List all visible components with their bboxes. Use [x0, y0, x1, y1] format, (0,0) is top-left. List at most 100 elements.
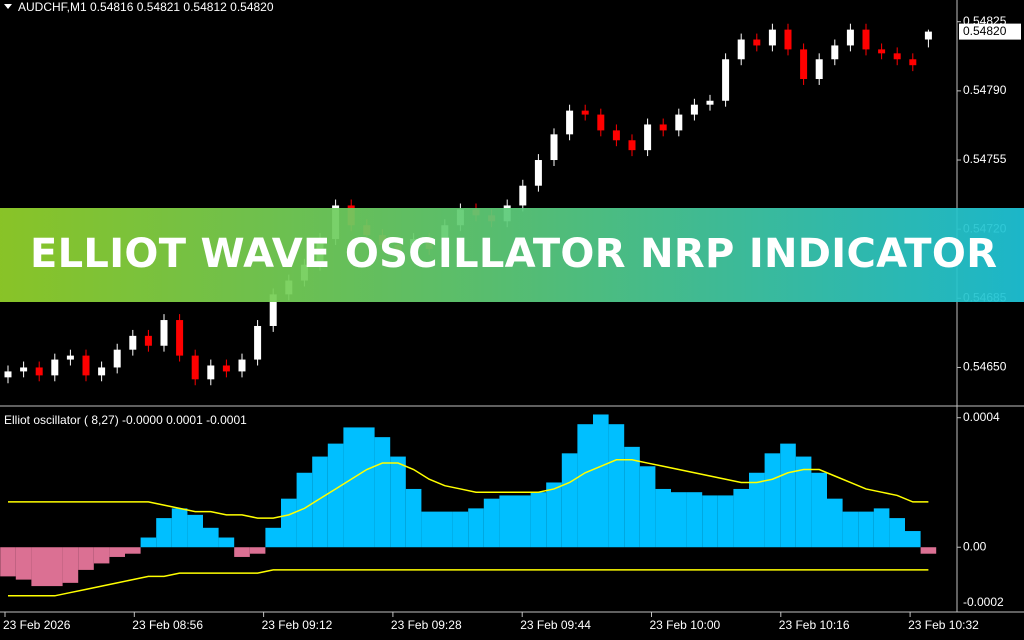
histogram-bar	[702, 495, 718, 548]
candle-body	[129, 335, 137, 350]
histogram-bar	[234, 547, 250, 557]
x-tick-label: 23 Feb 10:00	[650, 618, 721, 632]
candle-body	[846, 29, 854, 46]
candle-body	[722, 59, 730, 101]
indicator-title: Elliot oscillator ( 8,27) -0.0000 0.0001…	[4, 413, 247, 427]
histogram-bar	[390, 456, 406, 548]
histogram-bar	[421, 511, 437, 548]
candle-body	[659, 124, 667, 131]
candle-body	[815, 59, 823, 80]
candle-body	[113, 349, 121, 368]
y-tick-label: 0.0004	[963, 410, 1000, 424]
histogram-bar	[686, 492, 703, 548]
candle-body	[82, 355, 90, 376]
candle-body	[51, 359, 59, 376]
x-tick-label: 23 Feb 2026	[3, 618, 71, 632]
histogram-bar	[827, 498, 843, 548]
histogram-bar	[858, 511, 874, 548]
candle-body	[254, 325, 262, 360]
histogram-bar	[187, 514, 203, 548]
candle-body	[878, 49, 886, 54]
histogram-bar	[93, 547, 110, 564]
menu-arrow	[4, 4, 12, 9]
candle-body	[800, 49, 808, 80]
candle-body	[597, 114, 605, 131]
candle-body	[534, 160, 542, 186]
histogram-bar	[717, 495, 734, 548]
histogram-bar	[125, 547, 141, 554]
candle-body	[20, 367, 28, 372]
candle-body	[191, 355, 199, 380]
histogram-bar	[499, 495, 515, 548]
candle-body	[566, 110, 574, 135]
histogram-bar	[764, 453, 781, 548]
histogram-bar	[296, 472, 313, 548]
candle-body	[784, 29, 792, 50]
histogram-bar	[218, 537, 235, 548]
y-tick-label: -0.0002	[963, 595, 1004, 609]
histogram-bar	[156, 518, 172, 548]
histogram-bar	[452, 511, 469, 548]
histogram-bar	[203, 527, 219, 548]
histogram-bar	[795, 456, 812, 548]
histogram-bar	[873, 508, 890, 548]
last-price-tag	[959, 23, 1021, 40]
histogram-bar	[905, 531, 921, 548]
histogram-bar	[249, 547, 266, 554]
candle-body	[612, 130, 620, 141]
candle-body	[706, 100, 714, 105]
x-tick-label: 23 Feb 09:44	[520, 618, 591, 632]
histogram-bar	[811, 472, 827, 548]
histogram-bar	[265, 527, 281, 548]
histogram-bar	[577, 424, 593, 548]
x-tick-label: 23 Feb 09:28	[391, 618, 462, 632]
histogram-bar	[593, 414, 609, 548]
histogram-bar	[78, 547, 94, 570]
histogram-bar	[31, 547, 47, 587]
banner-title: ELLIOT WAVE OSCILLATOR NRP INDICATOR	[30, 231, 998, 277]
candle-body	[753, 39, 761, 46]
histogram-bar	[343, 427, 359, 548]
histogram-bar	[437, 511, 453, 548]
histogram-bar	[842, 511, 859, 548]
histogram-bar	[0, 547, 16, 577]
candle-body	[768, 29, 776, 46]
candle-body	[238, 359, 246, 372]
candle-body	[628, 140, 636, 151]
histogram-bar	[171, 508, 188, 548]
candle-body	[644, 124, 652, 151]
histogram-bar	[359, 427, 375, 548]
candle-body	[222, 365, 230, 372]
x-tick-label: 23 Feb 08:56	[132, 618, 203, 632]
y-tick-label: 0.54650	[963, 360, 1007, 374]
y-tick-label: 0.54790	[963, 83, 1007, 97]
banner	[0, 208, 1024, 302]
candle-body	[690, 104, 698, 115]
candle-body	[160, 320, 168, 346]
histogram-bar	[780, 443, 796, 548]
signal-line	[8, 569, 929, 597]
histogram-bar	[608, 424, 625, 548]
histogram-bar	[624, 446, 640, 548]
histogram-bar	[140, 537, 157, 548]
candle-body	[66, 355, 74, 360]
histogram-bar	[561, 453, 578, 548]
histogram-bar	[327, 443, 344, 548]
candle-body	[144, 335, 152, 346]
histogram-bar	[281, 498, 297, 548]
histogram-bar	[405, 488, 422, 548]
histogram-bar	[374, 437, 391, 548]
histogram-bar	[515, 495, 531, 548]
candle-body	[737, 39, 745, 60]
histogram-bar	[733, 488, 749, 548]
x-tick-label: 23 Feb 10:16	[779, 618, 850, 632]
last-price-label: 0.54820	[963, 24, 1007, 38]
x-tick-label: 23 Feb 09:12	[262, 618, 333, 632]
histogram-bar	[920, 547, 937, 554]
y-tick-label: 0.00	[963, 539, 987, 553]
histogram-bar	[530, 492, 547, 548]
histogram-bar	[546, 482, 562, 548]
x-tick-label: 23 Feb 10:32	[908, 618, 979, 632]
candle-body	[831, 45, 839, 60]
